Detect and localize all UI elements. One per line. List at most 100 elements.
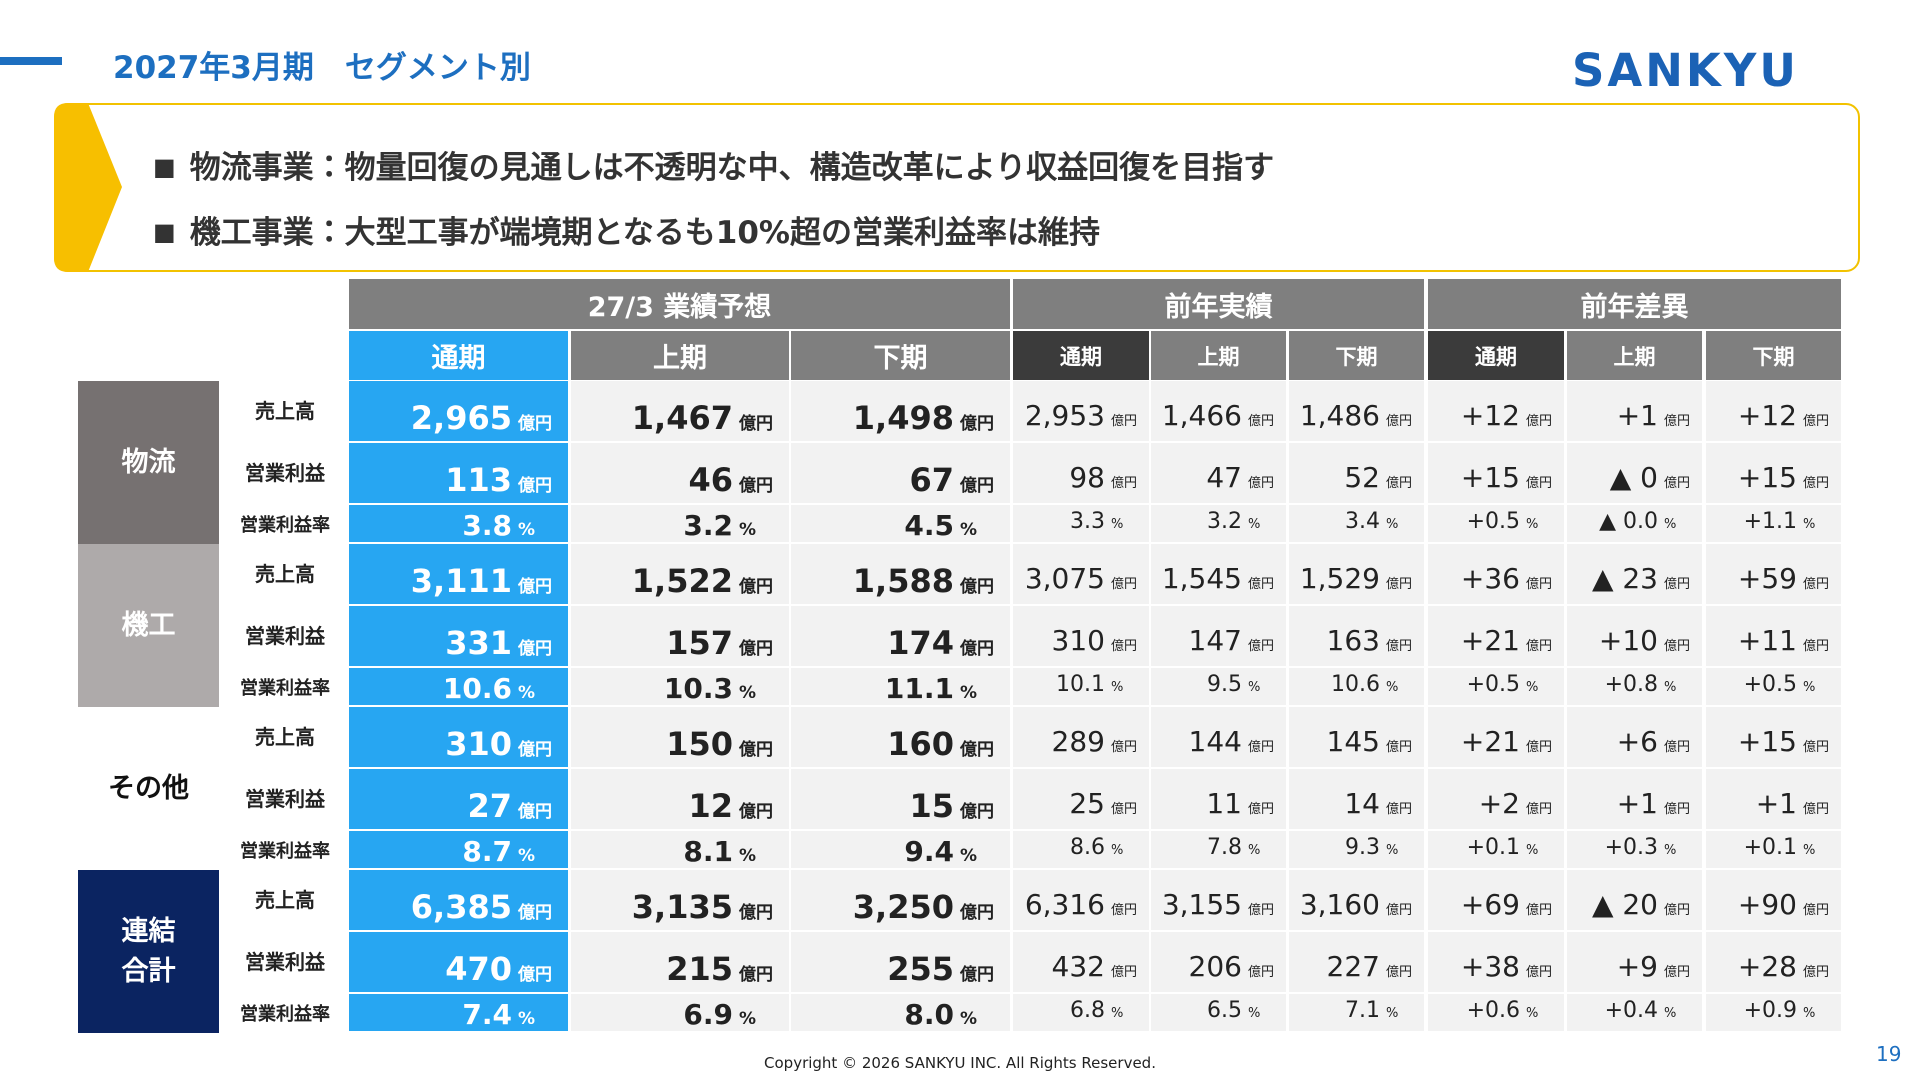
- cell-unit: 億円: [1526, 414, 1553, 429]
- column-header: 下期: [1706, 331, 1841, 380]
- data-cell: 144 億円: [1151, 707, 1286, 767]
- cell-unit: 億円: [1664, 476, 1691, 491]
- cell-value: 6.5: [1207, 998, 1242, 1023]
- data-cell: +11 億円: [1706, 606, 1841, 666]
- cell-unit: %: [1526, 517, 1539, 532]
- cell-value: 3,135: [631, 888, 733, 926]
- segment-name: 合計: [121, 955, 176, 987]
- cell-value: +1: [1616, 399, 1658, 432]
- cell-unit: 億円: [518, 476, 552, 496]
- data-cell: +9 億円: [1567, 932, 1702, 992]
- cell-value: 432: [1051, 950, 1105, 983]
- data-cell: 11 億円: [1151, 769, 1286, 829]
- cell-value: +38: [1460, 950, 1520, 983]
- cell-unit: %: [1803, 1006, 1816, 1021]
- cell-unit: 億円: [1526, 639, 1553, 654]
- cell-unit: %: [1664, 1006, 1677, 1021]
- data-cell: +0.4%: [1567, 994, 1702, 1031]
- cell-value: 145: [1326, 725, 1380, 758]
- data-cell: 6.5%: [1151, 994, 1286, 1031]
- row-label: 営業利益率: [222, 994, 348, 1031]
- column-header: 上期: [571, 331, 789, 380]
- data-cell: 310 億円: [349, 707, 568, 767]
- row-label-text: 売上高: [255, 399, 315, 423]
- cell-unit: %: [518, 520, 536, 540]
- data-cell: 1,486 億円: [1289, 381, 1424, 441]
- data-cell: 12 億円: [571, 769, 789, 829]
- data-cell: 310 億円: [1013, 606, 1149, 666]
- data-cell: 3,155 億円: [1151, 870, 1286, 930]
- cell-value: 3,250: [852, 888, 954, 926]
- cell-unit: %: [1111, 517, 1124, 532]
- column-header: 通期: [1013, 331, 1149, 380]
- cell-value: ▲ 0: [1609, 461, 1658, 494]
- cell-value: +6: [1616, 725, 1658, 758]
- cell-unit: 億円: [1526, 476, 1553, 491]
- cell-unit: 億円: [739, 476, 773, 496]
- cell-value: 7.1: [1345, 998, 1380, 1023]
- column-header-text: 下期: [873, 343, 928, 374]
- cell-unit: %: [1111, 680, 1124, 695]
- data-cell: 1,498 億円: [791, 381, 1010, 441]
- cell-value: 310: [1051, 624, 1105, 657]
- row-label: 売上高: [222, 381, 348, 441]
- data-cell: 4.5%: [791, 505, 1010, 542]
- column-header-text: 通期: [1060, 344, 1102, 369]
- cell-unit: 億円: [1248, 903, 1275, 918]
- segment-name: その他: [108, 772, 189, 804]
- cell-unit: 億円: [1803, 639, 1830, 654]
- cell-value: +1: [1755, 787, 1797, 820]
- row-label: 営業利益率: [222, 505, 348, 542]
- group-header-text: 前年実績: [1164, 291, 1273, 323]
- data-cell: 3,111 億円: [349, 544, 568, 604]
- data-cell: +1 億円: [1567, 769, 1702, 829]
- data-cell: 9.5%: [1151, 668, 1286, 705]
- cell-unit: 億円: [1803, 740, 1830, 755]
- cell-unit: %: [1526, 1006, 1539, 1021]
- cell-unit: 億円: [960, 903, 994, 923]
- data-cell: +10 億円: [1567, 606, 1702, 666]
- summary-bullet: 物流事業：物量回復の見通しは不透明な中、構造改革により収益回復を目指す: [153, 142, 1274, 187]
- data-cell: +2 億円: [1428, 769, 1564, 829]
- cell-value: +59: [1737, 562, 1797, 595]
- cell-unit: 億円: [1248, 476, 1275, 491]
- data-cell: 10.3%: [571, 668, 789, 705]
- data-cell: 150 億円: [571, 707, 789, 767]
- cell-value: 147: [1188, 624, 1242, 657]
- cell-value: +90: [1737, 888, 1797, 921]
- row-label-text: 営業利益率: [240, 677, 330, 699]
- cell-unit: 億円: [1386, 577, 1413, 592]
- data-cell: +59 億円: [1706, 544, 1841, 604]
- row-label: 営業利益率: [222, 831, 348, 868]
- column-header: 通期: [1428, 331, 1564, 380]
- data-cell: +36 億円: [1428, 544, 1564, 604]
- cell-unit: 億円: [739, 965, 773, 985]
- cell-unit: %: [960, 846, 978, 866]
- cell-unit: 億円: [1664, 740, 1691, 755]
- data-cell: +6 億円: [1567, 707, 1702, 767]
- copyright: Copyright © 2026 SANKYU INC. All Rights …: [764, 1054, 1156, 1072]
- cell-value: 52: [1344, 461, 1380, 494]
- cell-unit: %: [739, 1009, 757, 1029]
- cell-unit: %: [1664, 843, 1677, 858]
- row-label: 営業利益: [222, 932, 348, 992]
- column-header-text: 通期: [1475, 344, 1517, 369]
- cell-value: 8.6: [1070, 835, 1105, 860]
- cell-unit: 億円: [518, 965, 552, 985]
- data-cell: ▲ 20 億円: [1567, 870, 1702, 930]
- cell-unit: 億円: [960, 639, 994, 659]
- data-cell: +0.6%: [1428, 994, 1564, 1031]
- column-header-text: 上期: [653, 343, 707, 374]
- data-cell: 9.4%: [791, 831, 1010, 868]
- column-header-text: 上期: [1613, 344, 1656, 369]
- cell-unit: 億円: [1803, 903, 1830, 918]
- data-cell: ▲ 0 億円: [1567, 443, 1702, 503]
- cell-value: 7.4: [462, 998, 512, 1031]
- cell-unit: 億円: [1386, 740, 1413, 755]
- cell-unit: %: [1248, 843, 1261, 858]
- cell-unit: 億円: [1664, 903, 1691, 918]
- cell-value: +0.5: [1466, 672, 1520, 697]
- cell-value: 150: [666, 725, 733, 763]
- data-cell: 1,467 億円: [571, 381, 789, 441]
